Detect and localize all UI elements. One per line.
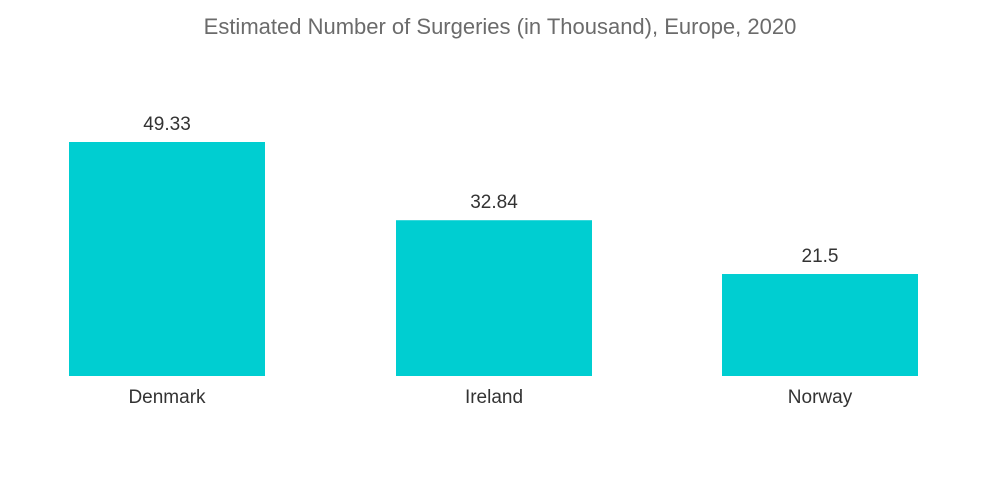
x-tick-label-ireland: Ireland (465, 387, 523, 408)
chart-title: Estimated Number of Surgeries (in Thousa… (203, 14, 797, 39)
data-label-denmark: 49.33 (143, 114, 191, 135)
bar-ireland (396, 220, 592, 376)
data-label-norway: 21.5 (802, 246, 839, 267)
data-label-ireland: 32.84 (470, 192, 518, 213)
bars-layer: 49.33 Denmark 32.84 Ireland 21.5 Norway (69, 114, 918, 408)
bar-denmark (69, 142, 265, 376)
x-tick-label-denmark: Denmark (128, 387, 206, 408)
x-tick-label-norway: Norway (788, 387, 853, 408)
bar-norway (722, 274, 918, 376)
